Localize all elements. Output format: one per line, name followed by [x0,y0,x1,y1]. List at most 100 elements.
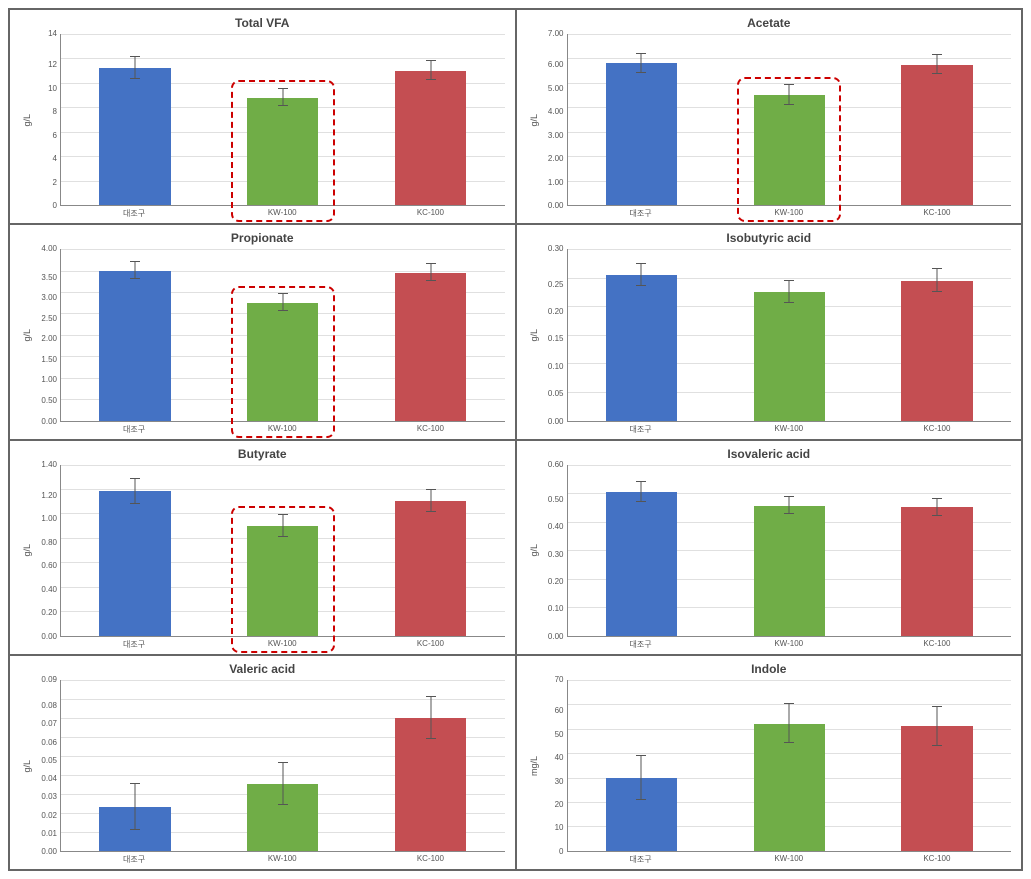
y-axis-ticks: 0.001.002.003.004.005.006.007.00 [541,34,567,206]
error-bar [282,515,283,537]
y-axis-ticks: 0.000.100.200.300.400.500.60 [541,465,567,637]
bar [247,526,318,636]
plot-area [567,34,1012,206]
error-bar [134,262,135,279]
error-bar [937,499,938,516]
bar-group [732,249,847,420]
bar [754,95,825,205]
bar-group [732,465,847,636]
x-axis-labels: 대조구 KW-100 KC-100 [567,854,1012,865]
x-tick-label: KW-100 [224,639,340,650]
chart-title: Propionate [20,231,505,245]
chart-title: Indole [527,662,1012,676]
error-bar [789,85,790,105]
y-axis-label: g/L [20,760,34,773]
x-tick-label: KC-100 [879,208,995,219]
bar-group [373,34,488,205]
bar-group [879,680,994,851]
error-bar [282,294,283,311]
bar-group [225,465,340,636]
plot-area [567,465,1012,637]
bar [606,63,677,205]
x-tick-label: KW-100 [731,208,847,219]
error-bar [937,55,938,75]
bar-container [568,680,1012,851]
plot: g/L0.000.100.200.300.400.500.60 [527,465,1012,637]
bar-group [732,34,847,205]
bar-group [732,680,847,851]
bar-container [61,34,505,205]
error-bar [282,763,283,805]
error-bar [282,89,283,106]
x-tick-label: 대조구 [583,208,699,219]
y-axis-ticks: 0.000.200.400.600.801.001.201.40 [34,465,60,637]
y-axis-ticks: 0.000.010.020.030.040.050.060.070.080.09 [34,680,60,852]
x-tick-label: KC-100 [373,639,489,650]
x-tick-label: KW-100 [731,424,847,435]
x-tick-label: KC-100 [879,639,995,650]
error-bar [641,264,642,287]
error-bar [134,479,135,503]
x-tick-label: KC-100 [879,854,995,865]
x-tick-label: 대조구 [583,639,699,650]
bar [606,275,677,421]
chart-panel: Indole mg/L010203040506070 대조구 KW-100 KC-100 [516,655,1023,870]
bar-group [225,249,340,420]
plot-area [567,680,1012,852]
x-tick-label: KW-100 [731,854,847,865]
y-axis-label: mg/L [527,756,541,776]
plot: g/L0.000.010.020.030.040.050.060.070.080… [20,680,505,852]
x-tick-label: KC-100 [879,424,995,435]
chart-title: Butyrate [20,447,505,461]
x-tick-label: 대조구 [583,854,699,865]
y-axis-ticks: 0.000.050.100.150.200.250.30 [541,249,567,421]
bar-group [77,680,192,851]
bar-group [584,680,699,851]
y-axis-label: g/L [527,329,541,342]
bar-group [77,465,192,636]
x-tick-label: KW-100 [731,639,847,650]
bar [606,492,677,636]
x-tick-label: 대조구 [76,424,192,435]
bar-group [879,249,994,420]
x-tick-label: 대조구 [76,854,192,865]
chart-panel: Propionateg/L0.000.501.001.502.002.503.0… [9,224,516,439]
bar [247,303,318,421]
bar-group [373,465,488,636]
x-tick-label: 대조구 [76,639,192,650]
error-bar [937,269,938,292]
y-axis-ticks: 0.000.501.001.502.002.503.003.504.00 [34,249,60,421]
bar [901,281,972,421]
bar-group [225,680,340,851]
chart-panel: Isovaleric acid g/L0.000.100.200.300.400.… [516,440,1023,655]
error-bar [789,704,790,743]
bar-container [568,465,1012,636]
bar-container [568,249,1012,420]
chart-panel: Butyrateg/L0.000.200.400.600.801.001.201… [9,440,516,655]
bar [395,273,466,421]
bar-group [584,34,699,205]
error-bar [430,264,431,281]
bar [99,491,170,635]
x-tick-label: 대조구 [583,424,699,435]
y-axis-label: g/L [20,114,34,127]
x-axis-labels: 대조구KW-100KC-100 [60,854,505,865]
plot-area [60,465,505,637]
plot: mg/L010203040506070 [527,680,1012,852]
error-bar [641,54,642,74]
x-axis-labels: 대조구 KW-100 KC-100 [567,639,1012,650]
bar [99,68,170,205]
error-bar [134,57,135,79]
error-bar [641,482,642,502]
bar-group [77,249,192,420]
chart-title: Acetate [527,16,1012,30]
chart-title: Valeric acid [20,662,505,676]
bar-container [61,680,505,851]
bar [395,501,466,636]
x-axis-labels: 대조구KW-100KC-100 [60,424,505,435]
x-tick-label: KC-100 [373,208,489,219]
chart-title: Isobutyric acid [527,231,1012,245]
chart-panel: Acetateg/L0.001.002.003.004.005.006.007.… [516,9,1023,224]
chart-title: Isovaleric acid [527,447,1012,461]
chart-panel: Total VFAg/L02468101214대조구KW-100KC-100 [9,9,516,224]
